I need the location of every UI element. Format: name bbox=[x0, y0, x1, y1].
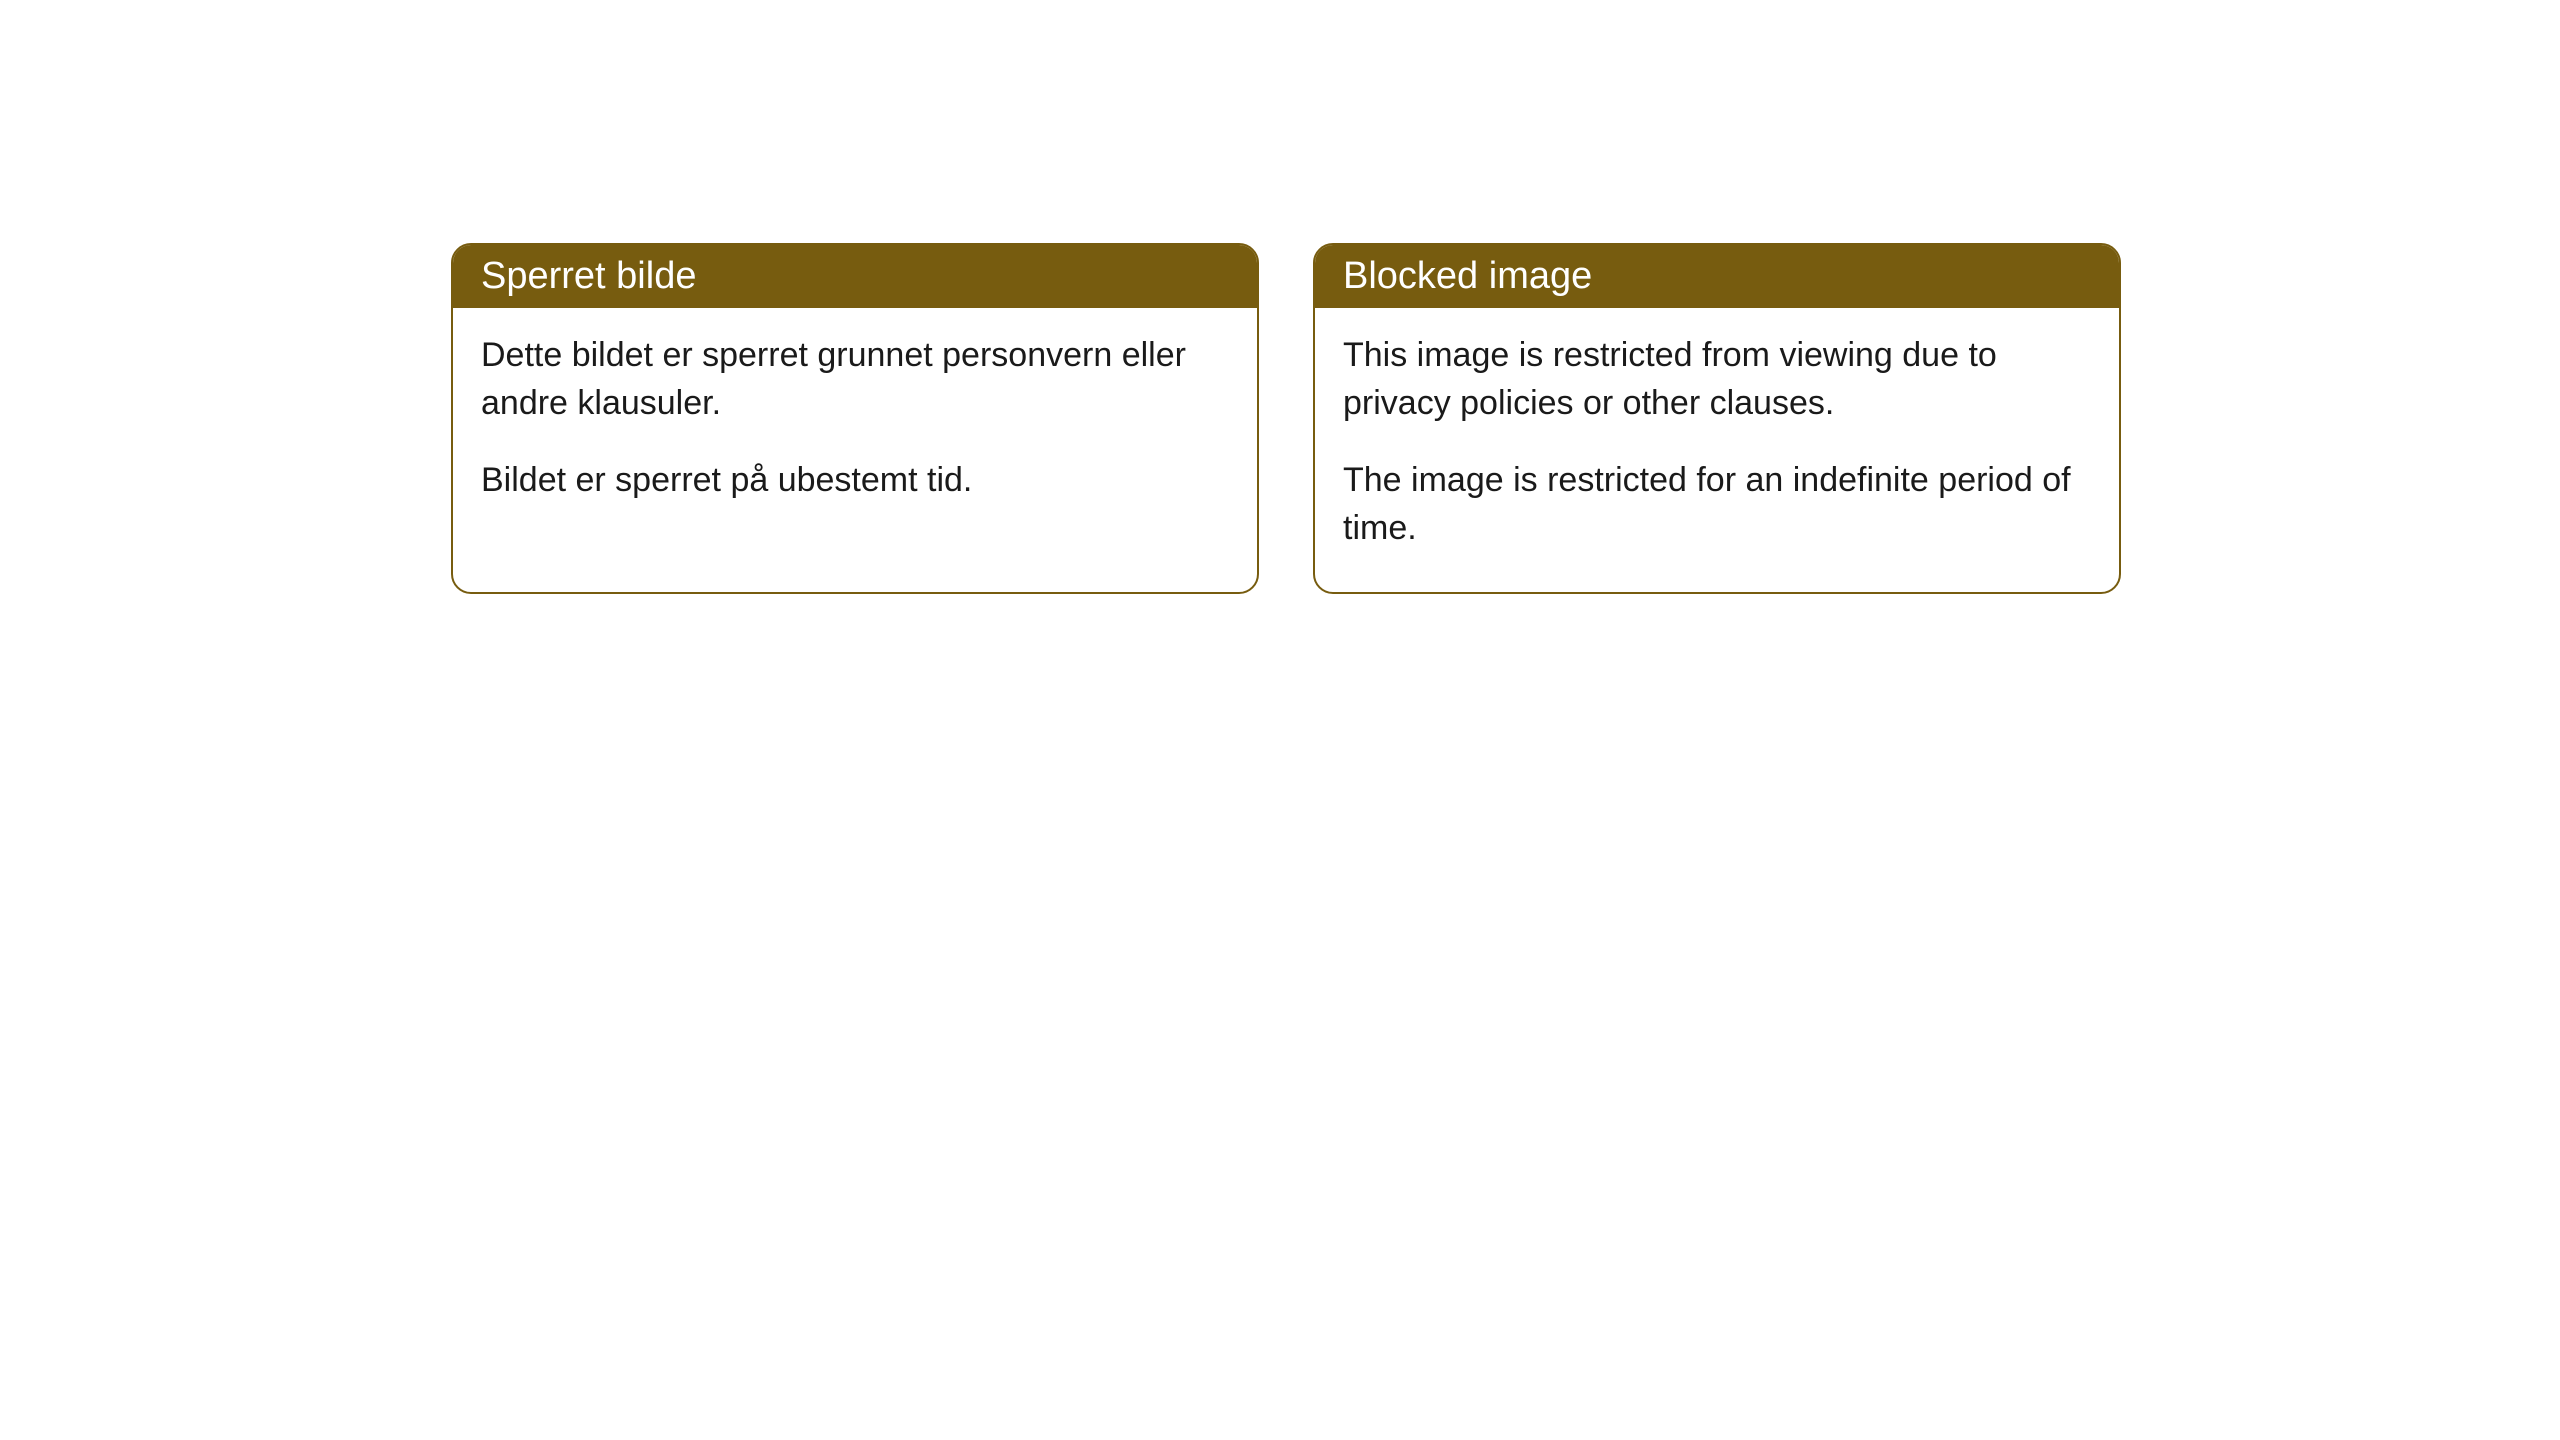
cards-container: Sperret bilde Dette bildet er sperret gr… bbox=[451, 243, 2121, 594]
card-paragraph-1-norwegian: Dette bildet er sperret grunnet personve… bbox=[481, 332, 1229, 427]
card-header-english: Blocked image bbox=[1315, 245, 2119, 308]
card-paragraph-2-norwegian: Bildet er sperret på ubestemt tid. bbox=[481, 457, 1229, 505]
card-title-english: Blocked image bbox=[1343, 255, 1592, 297]
card-paragraph-2-english: The image is restricted for an indefinit… bbox=[1343, 457, 2091, 552]
card-header-norwegian: Sperret bilde bbox=[453, 245, 1257, 308]
blocked-image-card-norwegian: Sperret bilde Dette bildet er sperret gr… bbox=[451, 243, 1259, 594]
card-body-english: This image is restricted from viewing du… bbox=[1315, 308, 2119, 592]
blocked-image-card-english: Blocked image This image is restricted f… bbox=[1313, 243, 2121, 594]
card-title-norwegian: Sperret bilde bbox=[481, 255, 696, 297]
card-body-norwegian: Dette bildet er sperret grunnet personve… bbox=[453, 308, 1257, 545]
card-paragraph-1-english: This image is restricted from viewing du… bbox=[1343, 332, 2091, 427]
